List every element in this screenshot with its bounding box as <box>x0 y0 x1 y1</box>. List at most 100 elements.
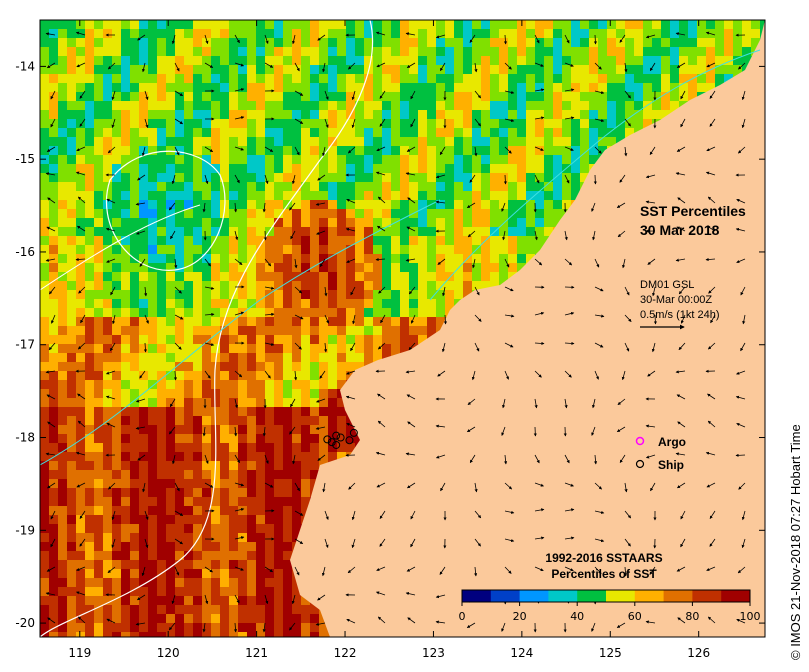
current-arrow <box>564 62 574 67</box>
current-arrow <box>504 482 513 490</box>
current-arrow <box>106 422 116 428</box>
current-arrow <box>534 370 542 378</box>
current-arrow <box>75 31 86 36</box>
current-arrow <box>709 510 716 519</box>
current-arrow <box>139 370 146 379</box>
current-arrow <box>144 90 149 101</box>
current-scale-label: 0.5m/s (1kt 24h) <box>640 309 719 321</box>
current-arrow <box>564 258 573 266</box>
current-arrow <box>472 258 476 269</box>
current-arrow <box>141 62 146 73</box>
current-arrow <box>204 286 215 290</box>
current-arrow <box>474 314 482 322</box>
current-arrow <box>136 594 146 601</box>
current-arrow <box>264 62 274 68</box>
current-arrow <box>675 452 686 456</box>
current-arrow <box>204 342 215 347</box>
current-arrow <box>106 618 116 624</box>
current-arrow <box>317 34 326 41</box>
current-arrow <box>504 510 515 514</box>
current-arrow <box>534 62 544 67</box>
current-arrow <box>501 622 506 632</box>
current-arrow <box>46 226 56 232</box>
current-arrow <box>319 258 326 268</box>
current-arrow <box>294 286 303 294</box>
current-arrow <box>111 538 116 549</box>
current-arrow <box>45 452 56 456</box>
current-arrow <box>234 311 245 316</box>
current-arrow <box>262 202 266 213</box>
current-arrow <box>737 566 746 574</box>
current-arrow <box>105 395 116 400</box>
current-arrow <box>135 622 146 626</box>
current-arrow <box>144 510 149 521</box>
current-arrow <box>624 62 628 73</box>
current-arrow <box>564 146 574 151</box>
current-arrow <box>408 286 416 295</box>
current-arrow <box>502 230 506 241</box>
current-arrow <box>676 394 686 400</box>
current-arrow <box>171 34 176 45</box>
current-arrow <box>503 34 508 45</box>
current-arrow <box>234 88 245 92</box>
current-arrow <box>294 314 304 320</box>
current-arrow <box>346 370 356 375</box>
current-arrow <box>135 202 146 206</box>
current-arrow <box>233 202 238 213</box>
current-arrow <box>46 62 56 69</box>
current-arrow <box>317 454 326 461</box>
current-arrow <box>76 146 86 152</box>
current-arrow <box>346 258 356 263</box>
current-arrow <box>352 314 356 325</box>
y-tick-label: -20 <box>15 616 35 630</box>
current-arrow <box>619 174 626 183</box>
current-arrow <box>142 482 146 493</box>
ship-legend-symbol <box>635 459 645 469</box>
current-arrow <box>534 508 545 512</box>
current-arrow <box>564 482 574 487</box>
current-arrow <box>594 62 602 70</box>
credit-text: © IMOS 21-Nov-2018 07:27 Hobart Time <box>788 424 803 660</box>
current-arrow <box>474 286 480 296</box>
current-vectors <box>45 31 746 633</box>
current-arrow <box>79 510 86 519</box>
x-tick-label: 123 <box>422 646 445 660</box>
current-arrow <box>112 314 116 325</box>
y-tick-label: -18 <box>15 431 35 445</box>
current-arrow <box>680 538 686 548</box>
current-arrow <box>680 118 686 128</box>
current-arrow <box>649 146 656 156</box>
current-arrow <box>705 31 716 36</box>
current-arrow <box>504 146 512 154</box>
current-arrow <box>710 314 716 324</box>
current-arrow <box>707 420 716 428</box>
current-arrow <box>435 594 446 599</box>
current-arrow <box>435 454 446 459</box>
current-arrow <box>377 420 386 428</box>
current-arrow <box>504 258 510 268</box>
current-arrow <box>591 622 596 632</box>
current-arrow <box>379 90 386 99</box>
current-arrow <box>466 426 476 433</box>
current-arrow <box>735 395 746 400</box>
current-arrow <box>377 393 386 400</box>
current-arrow <box>645 620 656 624</box>
current-arrow <box>437 258 446 265</box>
current-arrow <box>410 314 416 324</box>
current-arrow <box>407 197 416 204</box>
current-arrow <box>623 566 628 577</box>
x-tick-label: 119 <box>68 646 91 660</box>
current-arrow <box>379 538 386 547</box>
y-axis: -14 -15 -16 -17 -18 -19 -20 <box>15 59 765 630</box>
current-arrow <box>624 90 631 99</box>
colorbar-segment <box>634 590 665 602</box>
current-arrow <box>351 118 356 129</box>
current-arrow <box>624 342 630 352</box>
current-arrow <box>504 286 514 292</box>
current-arrow <box>376 62 386 68</box>
current-arrow <box>706 566 716 571</box>
current-arrow <box>174 342 182 350</box>
current-arrow <box>675 32 686 36</box>
current-arrow <box>617 398 626 405</box>
current-arrow <box>346 198 356 204</box>
